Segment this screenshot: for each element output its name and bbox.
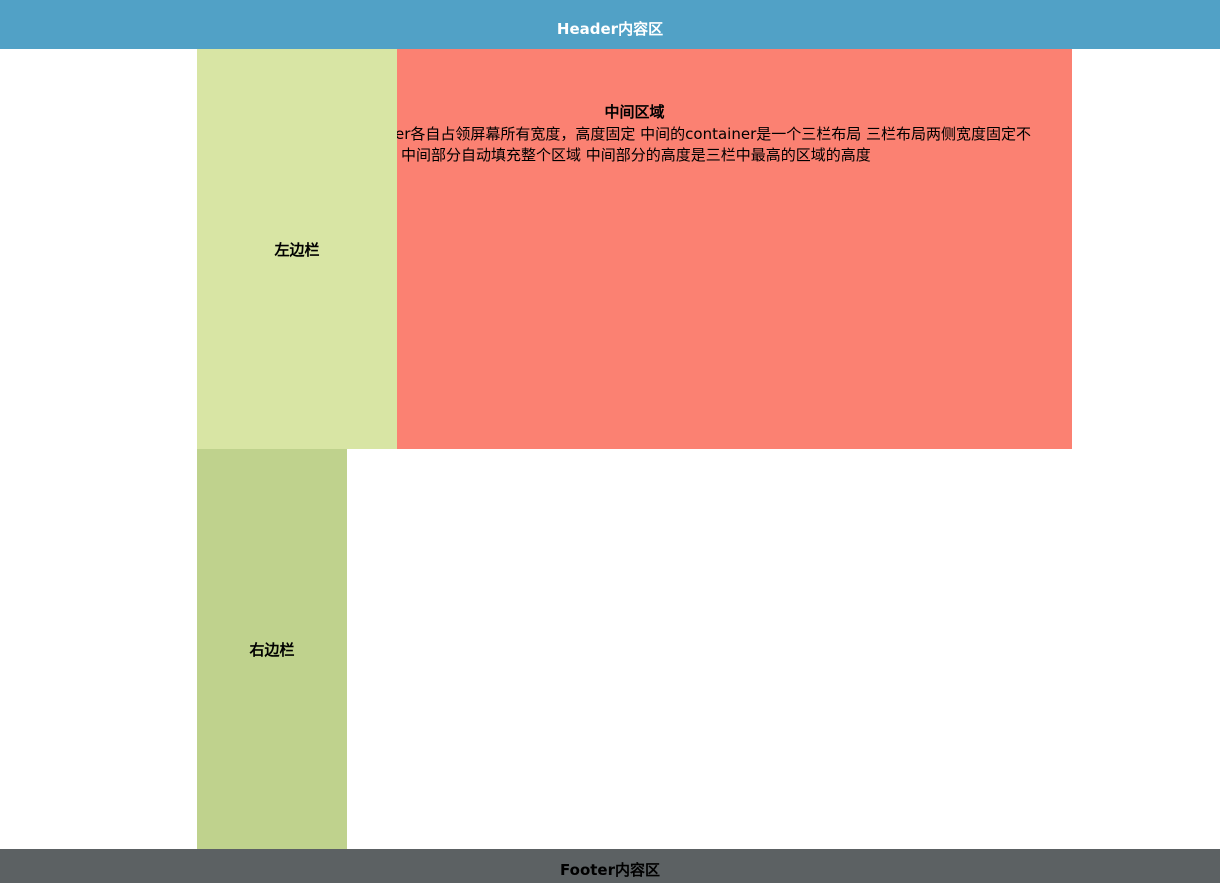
header: Header内容区 xyxy=(0,0,1220,49)
main-title: 中间区域 xyxy=(604,103,665,121)
footer: Footer内容区 xyxy=(0,849,1220,883)
main-area: 中间区域 er各自占领屏幕所有宽度，高度固定 中间的container是一个三栏… xyxy=(397,49,1072,449)
left-sidebar-label: 左边栏 xyxy=(274,240,320,259)
right-sidebar: 右边栏 xyxy=(197,449,347,849)
main-text-line: er各自占领屏幕所有宽度，高度固定 中间的container是一个三栏布局 三栏… xyxy=(397,125,1032,143)
right-sidebar-label: 右边栏 xyxy=(249,640,295,659)
main-text-line: 中间部分自动填充整个区域 中间部分的高度是三栏中最高的区域的高度 xyxy=(401,146,871,164)
left-sidebar: 左边栏 xyxy=(197,49,397,449)
